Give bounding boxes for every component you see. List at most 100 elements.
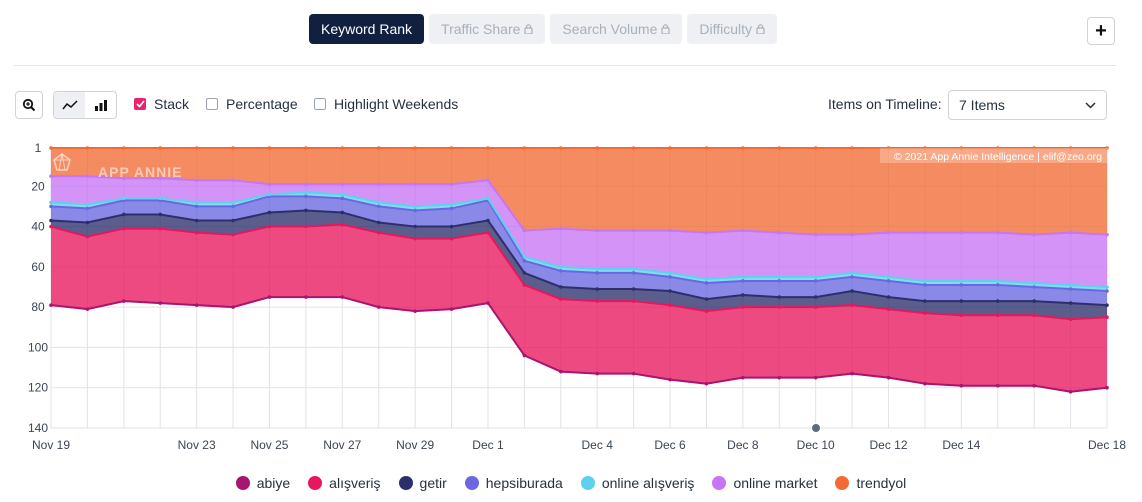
point-abiye [631, 371, 636, 376]
point-online-market [194, 178, 199, 183]
legend-item-online-alisveris[interactable]: online alışveriş [580, 475, 694, 491]
point-alisveris [194, 230, 199, 235]
legend-item-getir[interactable]: getir [398, 475, 447, 491]
point-trendyol [340, 146, 345, 150]
point-hepsiburada [850, 275, 854, 279]
tab-keyword-rank[interactable]: Keyword Rank [309, 14, 425, 44]
point-online-market [631, 228, 636, 233]
point-alisveris [486, 230, 490, 235]
point-abiye [449, 307, 454, 311]
chart-lines [49, 146, 1109, 394]
line-online-market [51, 175, 1108, 236]
point-online-alisveris [267, 192, 272, 197]
legend-item-online-market[interactable]: online market [712, 475, 817, 491]
point-abiye [923, 381, 927, 386]
point-trendyol [923, 146, 927, 150]
point-alisveris [158, 226, 163, 231]
line-chart-button[interactable] [54, 92, 85, 118]
y-tick-label: 80 [31, 300, 45, 314]
x-tick-label: Nov 27 [323, 438, 361, 452]
point-abiye [1068, 389, 1073, 394]
point-online-alisveris [522, 254, 527, 259]
y-tick-label: 140 [28, 421, 48, 435]
point-getir [267, 210, 272, 215]
tab-traffic-share[interactable]: Traffic Share [429, 14, 546, 44]
point-alisveris [1105, 315, 1109, 320]
tab-search-volume[interactable]: Search Volume [550, 14, 683, 44]
point-abiye [813, 375, 818, 380]
lock-icon [524, 24, 534, 34]
point-alisveris [122, 226, 126, 231]
line-online-alisveris [50, 191, 1108, 288]
point-online-alisveris [49, 200, 53, 205]
point-online-market [122, 176, 126, 181]
x-tick-label: Nov 25 [250, 438, 288, 452]
point-online-market [158, 176, 163, 181]
point-alisveris [1068, 317, 1073, 322]
highlight-weekends-checkbox[interactable] [314, 98, 326, 110]
point-getir [122, 212, 126, 217]
bar-chart-button[interactable] [85, 92, 116, 118]
point-online-market [995, 230, 1000, 235]
point-hepsiburada [777, 279, 782, 283]
stack-option[interactable]: Stack [134, 96, 189, 112]
add-button[interactable]: + [1087, 17, 1115, 45]
items-select[interactable]: 7 Items [948, 90, 1107, 120]
point-abiye [1032, 383, 1036, 388]
point-online-market [522, 228, 527, 233]
point-trendyol [595, 146, 600, 150]
point-getir [194, 218, 199, 223]
point-hepsiburada [704, 281, 709, 285]
line-chart-icon [61, 100, 78, 110]
percentage-checkbox[interactable] [206, 98, 218, 110]
point-online-market [1105, 232, 1109, 237]
line-alisveris [50, 223, 1108, 321]
point-getir [1032, 299, 1036, 303]
y-tick-label: 40 [31, 220, 45, 234]
point-getir [85, 220, 90, 225]
point-getir [486, 218, 490, 223]
plus-icon: + [1095, 19, 1107, 42]
point-abiye [995, 383, 1000, 388]
point-abiye [85, 307, 90, 311]
point-online-alisveris [304, 190, 308, 195]
point-online-market [813, 232, 818, 237]
navigator-handle[interactable] [811, 423, 821, 433]
point-online-market [85, 174, 90, 179]
highlight-weekends-option[interactable]: Highlight Weekends [314, 96, 458, 112]
legend-item-hepsiburada[interactable]: hepsiburada [464, 475, 563, 491]
point-abiye [413, 309, 417, 313]
x-tick-label: Dec 10 [797, 438, 835, 452]
point-online-market [850, 232, 854, 237]
point-trendyol [959, 146, 964, 150]
point-online-alisveris [995, 279, 1000, 283]
legend-item-abiye[interactable]: abiye [235, 475, 290, 491]
point-abiye [486, 301, 490, 305]
point-getir [376, 220, 381, 225]
x-tick-label: Nov 23 [178, 438, 216, 452]
tab-difficulty-label: Difficulty [699, 21, 753, 37]
tab-difficulty[interactable]: Difficulty [687, 14, 778, 44]
point-getir [631, 287, 636, 291]
point-online-alisveris [231, 200, 235, 205]
point-alisveris [304, 224, 308, 229]
stack-checkbox[interactable] [134, 98, 146, 110]
point-trendyol [704, 146, 709, 150]
app-annie-logo [53, 153, 71, 171]
point-abiye [777, 375, 782, 380]
point-alisveris [886, 307, 891, 311]
percentage-option[interactable]: Percentage [206, 96, 298, 112]
point-trendyol [1105, 146, 1109, 150]
legend-item-trendyol[interactable]: trendyol [835, 475, 906, 491]
legend-item-alisveris[interactable]: alışveriş [308, 475, 381, 491]
zoom-button[interactable] [15, 91, 43, 119]
point-trendyol [231, 146, 235, 150]
point-hepsiburada [1068, 287, 1073, 291]
point-abiye [49, 303, 53, 307]
tab-traffic-share-label: Traffic Share [441, 21, 521, 37]
point-getir [1068, 301, 1073, 305]
point-online-alisveris [158, 196, 163, 201]
y-tick-label: 60 [31, 260, 45, 274]
area-online-market [51, 176, 1107, 287]
